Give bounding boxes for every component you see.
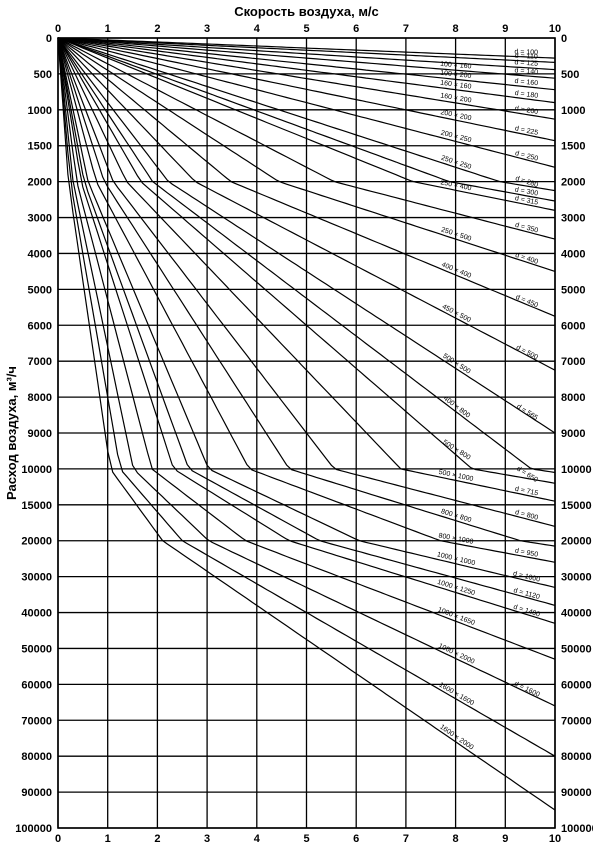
svg-text:50000: 50000: [561, 643, 592, 655]
svg-text:4000: 4000: [28, 248, 52, 260]
curve-d-label: d = 1600: [513, 681, 541, 699]
svg-text:60000: 60000: [21, 679, 52, 691]
svg-text:80000: 80000: [21, 751, 52, 763]
svg-text:15000: 15000: [561, 500, 592, 512]
svg-text:80000: 80000: [561, 751, 592, 763]
svg-text:9: 9: [502, 833, 508, 845]
svg-text:4000: 4000: [561, 248, 585, 260]
svg-text:0: 0: [55, 833, 61, 845]
svg-text:20000: 20000: [21, 536, 52, 548]
curve-rect-label: 1600 × 1600: [438, 682, 475, 708]
svg-text:1500: 1500: [28, 141, 52, 153]
svg-text:Скорость воздуха, м/с: Скорость воздуха, м/с: [234, 4, 379, 19]
svg-text:10000: 10000: [561, 464, 592, 476]
curve-rect-label: 1600 × 2000: [438, 724, 474, 752]
svg-text:1500: 1500: [561, 141, 585, 153]
svg-text:7: 7: [403, 23, 409, 35]
svg-text:10: 10: [549, 833, 561, 845]
svg-text:15000: 15000: [21, 500, 52, 512]
svg-text:6: 6: [353, 23, 359, 35]
svg-text:7000: 7000: [561, 356, 585, 368]
curve-rect-label: 500 × 800: [441, 439, 471, 462]
svg-text:30000: 30000: [21, 572, 52, 584]
svg-text:20000: 20000: [561, 536, 592, 548]
curve-d-label: d = 125: [514, 59, 538, 67]
svg-text:9000: 9000: [561, 428, 585, 440]
svg-text:1000: 1000: [561, 105, 585, 117]
curve-d-label: d = 350: [514, 222, 539, 235]
curve-d-label: d = 1400: [512, 604, 540, 619]
chart-container: 0011223344556677889910100050050010001000…: [0, 0, 593, 852]
svg-text:8: 8: [453, 833, 459, 845]
svg-text:3: 3: [204, 833, 210, 845]
svg-text:500: 500: [34, 69, 52, 81]
svg-text:9: 9: [502, 23, 508, 35]
svg-text:2: 2: [154, 23, 160, 35]
svg-text:3000: 3000: [28, 213, 52, 225]
svg-text:40000: 40000: [21, 608, 52, 620]
svg-text:Расход воздуха, м³/ч: Расход воздуха, м³/ч: [4, 366, 19, 500]
svg-text:5: 5: [303, 23, 309, 35]
curve-rect-label: 1000 × 2000: [437, 643, 475, 666]
svg-text:2000: 2000: [561, 177, 585, 189]
nomogram-chart: 0011223344556677889910100050050010001000…: [0, 0, 593, 852]
svg-text:70000: 70000: [561, 715, 592, 727]
svg-text:90000: 90000: [561, 787, 592, 799]
svg-text:8000: 8000: [561, 392, 585, 404]
svg-text:9000: 9000: [28, 428, 52, 440]
svg-text:5: 5: [303, 833, 309, 845]
svg-text:10: 10: [549, 23, 561, 35]
svg-text:8000: 8000: [28, 392, 52, 404]
svg-text:1: 1: [105, 833, 111, 845]
curve-rect-label: 450 × 500: [441, 303, 472, 324]
svg-text:6: 6: [353, 833, 359, 845]
curve-d-label: d = 800: [514, 509, 539, 522]
svg-text:5000: 5000: [561, 284, 585, 296]
svg-text:2000: 2000: [28, 177, 52, 189]
svg-text:5000: 5000: [28, 284, 52, 296]
svg-text:90000: 90000: [21, 787, 52, 799]
curve-d-label: d = 450: [515, 294, 540, 310]
svg-text:1000: 1000: [28, 105, 52, 117]
curve-d-label: d = 650: [515, 465, 539, 484]
svg-text:0: 0: [561, 33, 567, 45]
svg-text:6000: 6000: [28, 320, 52, 332]
svg-text:7000: 7000: [28, 356, 52, 368]
curve-d-label: d = 565: [515, 403, 539, 422]
svg-text:100000: 100000: [15, 823, 52, 835]
svg-text:0: 0: [55, 23, 61, 35]
svg-text:3: 3: [204, 23, 210, 35]
svg-text:7: 7: [403, 833, 409, 845]
curve-rect-label: 500 × 500: [441, 353, 471, 376]
svg-text:4: 4: [254, 833, 261, 845]
svg-text:4: 4: [254, 23, 261, 35]
svg-text:1: 1: [105, 23, 111, 35]
curve-rect-label: 400 × 800: [442, 395, 471, 420]
curve-d-label: d = 250: [514, 150, 539, 163]
svg-text:10000: 10000: [21, 464, 52, 476]
svg-text:40000: 40000: [561, 608, 592, 620]
svg-text:8: 8: [453, 23, 459, 35]
svg-text:60000: 60000: [561, 679, 592, 691]
svg-text:50000: 50000: [21, 643, 52, 655]
svg-text:3000: 3000: [561, 213, 585, 225]
svg-text:70000: 70000: [21, 715, 52, 727]
curve-d-label: d = 1120: [513, 587, 541, 601]
svg-text:30000: 30000: [561, 572, 592, 584]
svg-text:2: 2: [154, 833, 160, 845]
curve-d-label: d = 500: [515, 344, 539, 361]
svg-text:500: 500: [561, 69, 579, 81]
svg-text:100000: 100000: [561, 823, 593, 835]
curve-d-label: d = 1000: [512, 570, 540, 583]
svg-text:6000: 6000: [561, 320, 585, 332]
svg-text:0: 0: [46, 33, 52, 45]
